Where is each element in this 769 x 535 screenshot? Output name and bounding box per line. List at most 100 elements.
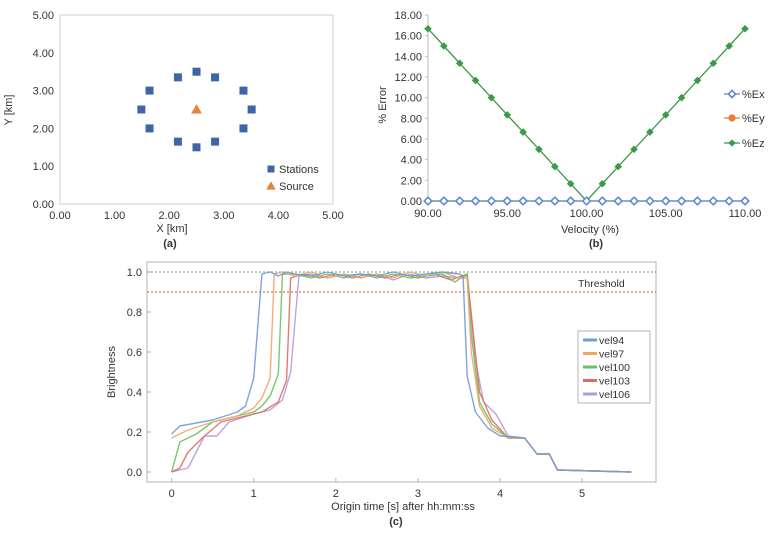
legend-marker <box>728 114 736 122</box>
plot-frame <box>59 14 334 205</box>
x-axis-label: X [km] <box>156 223 187 235</box>
data-point <box>692 196 703 206</box>
panel-c: 0.0 0.2 0.4 0.6 0.8 1.0 0 1 2 3 4 5 Origin time [s] … <box>106 261 657 528</box>
data-point <box>614 162 622 171</box>
x-tick-label: 2 <box>333 488 339 500</box>
y-tick-label: 10.00 <box>394 93 422 105</box>
data-point <box>725 42 733 50</box>
legend-label: vel100 <box>599 362 630 374</box>
data-point <box>423 196 433 206</box>
station-marker <box>239 124 248 133</box>
x-tick-label: 3 <box>415 488 421 500</box>
x-tick-label: 95.00 <box>493 208 521 220</box>
y-tick-label: 0.0 <box>127 467 142 479</box>
panel-label-c: (c) <box>389 516 403 528</box>
data-point <box>503 111 512 119</box>
station-marker <box>192 67 201 76</box>
y-tick-label: 14.00 <box>394 51 422 63</box>
data-point <box>598 179 607 188</box>
y-tick-label: 18.00 <box>394 10 422 22</box>
y-tick-label: 0.00 <box>401 196 422 208</box>
y-tick-label: 3.00 <box>33 86 54 98</box>
data-point <box>581 196 592 206</box>
series-line <box>427 28 746 202</box>
y-tick-label: 4.00 <box>33 48 54 60</box>
legend-label: Source <box>279 181 314 193</box>
data-point <box>455 59 464 68</box>
data-point <box>502 196 513 206</box>
data-point <box>660 196 671 206</box>
station-marker <box>247 105 256 114</box>
data-point <box>741 24 749 33</box>
data-point <box>487 93 496 102</box>
y-tick-label: 8.00 <box>401 113 422 125</box>
station-marker <box>145 86 154 95</box>
y-tick-label: 12.00 <box>394 72 422 84</box>
x-tick-label: 90.00 <box>414 208 442 220</box>
x-tick-label: 0 <box>169 488 175 500</box>
data-point <box>613 196 624 206</box>
plot-frame <box>146 261 657 483</box>
panel-b: 0.00 2.00 4.00 6.00 8.00 10.00 12.00 14.00 16.00… <box>377 10 765 250</box>
data-point <box>724 196 735 206</box>
legend-marker <box>728 139 736 147</box>
data-point <box>551 162 559 171</box>
x-tick-label: 1 <box>251 488 257 500</box>
data-point <box>630 145 638 154</box>
data-point <box>644 196 655 206</box>
data-point <box>597 196 608 206</box>
data-point <box>438 196 449 206</box>
y-tick-label: 5.00 <box>33 10 54 22</box>
series-line-vel100 <box>170 273 632 473</box>
data-point <box>646 128 654 136</box>
legend-box <box>577 330 651 404</box>
x-tick-label: 5 <box>579 488 585 500</box>
legend-marker <box>266 181 276 190</box>
x-tick-label: 4 <box>497 488 503 500</box>
legend-label: %Ex <box>742 89 765 101</box>
data-point <box>535 145 543 154</box>
y-tick-label: 0.4 <box>127 387 142 399</box>
panel-label-a: (a) <box>163 238 177 250</box>
data-point <box>677 93 686 102</box>
station-marker <box>173 73 182 82</box>
data-point <box>518 196 529 206</box>
y-tick-label: 0.6 <box>127 347 142 359</box>
legend-label: vel106 <box>599 389 630 401</box>
y-tick-label: 1.0 <box>127 267 142 279</box>
threshold-label: Threshold <box>578 278 625 290</box>
legend-label: %Ey <box>742 113 765 125</box>
station-marker <box>211 73 220 82</box>
panel-a: 0.00 1.00 2.00 3.00 4.00 5.00 0.00 1.00 2.00 3.00… <box>3 10 344 250</box>
data-point <box>709 59 718 68</box>
y-axis-label: % Error <box>377 86 389 124</box>
data-point <box>693 76 702 85</box>
y-tick-label: 2.00 <box>401 175 422 187</box>
data-point <box>566 179 575 188</box>
x-axis-label: Origin time [s] after hh:mm:ss <box>331 501 475 513</box>
legend-label: vel94 <box>599 335 624 347</box>
data-point <box>486 196 497 206</box>
data-point <box>708 196 719 206</box>
data-point <box>629 196 639 206</box>
x-tick-label: 0.00 <box>49 210 70 222</box>
y-tick-label: 0.8 <box>127 307 142 319</box>
legend-marker <box>727 89 737 99</box>
data-point <box>470 196 481 206</box>
y-tick-label: 2.00 <box>33 123 54 135</box>
data-point <box>549 196 560 206</box>
data-point <box>661 111 670 119</box>
legend-marker <box>267 165 275 173</box>
series-line-vel103 <box>171 273 632 473</box>
y-tick-label: 4.00 <box>401 155 422 167</box>
x-tick-label: 1.00 <box>104 210 125 222</box>
y-tick-label: 6.00 <box>401 134 422 146</box>
x-tick-label: 110.00 <box>729 208 762 220</box>
data-point <box>565 196 576 206</box>
legend-label: vel103 <box>599 376 630 388</box>
y-tick-label: 16.00 <box>394 31 422 43</box>
legend-label: vel97 <box>599 349 624 361</box>
station-marker <box>239 86 248 95</box>
y-tick-label: 0.2 <box>127 427 142 439</box>
